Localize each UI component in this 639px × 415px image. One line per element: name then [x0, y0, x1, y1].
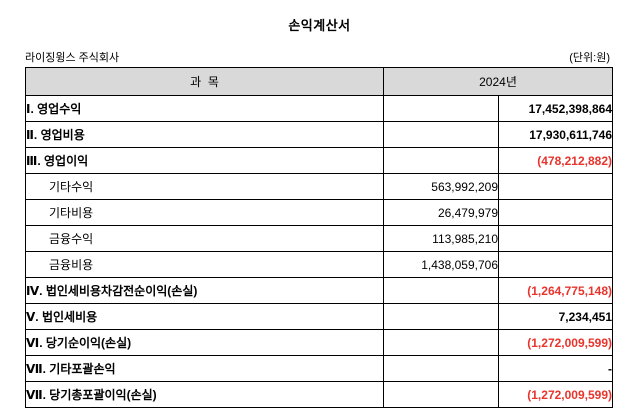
row-right-value-cell: (478,212,882) — [498, 147, 613, 174]
row-label-cell: Ⅶ. 당기총포괄이익(손실) — [25, 381, 384, 408]
row-label-cell: Ⅲ. 영업이익 — [25, 147, 384, 174]
row-mid-value-cell — [383, 95, 499, 122]
row-right-value-cell — [498, 225, 613, 252]
row-right-value-cell: 17,452,398,864 — [498, 95, 613, 122]
row-label-cell: 기타비용 — [25, 199, 384, 226]
row-label-cell: Ⅶ. 기타포괄손익 — [25, 355, 384, 382]
row-mid-value-cell: 1,438,059,706 — [383, 251, 499, 278]
row-label-cell: 금융수익 — [25, 225, 384, 252]
row-label-cell: 금융비용 — [25, 251, 384, 278]
row-right-value-cell: - — [498, 355, 613, 382]
company-name: 라이징윙스 주식회사 — [25, 52, 120, 64]
row-right-value-cell: 17,930,611,746 — [498, 121, 613, 148]
table-row: Ⅲ. 영업이익 (478,212,882) — [25, 147, 613, 174]
table-row: 기타비용 26,479,979 — [25, 199, 613, 226]
table-row: Ⅳ. 법인세비용차감전순이익(손실) (1,264,775,148) — [25, 277, 613, 304]
row-mid-value-cell — [383, 277, 499, 304]
row-label-cell: Ⅳ. 법인세비용차감전순이익(손실) — [25, 277, 384, 304]
table-row: Ⅶ. 기타포괄손익 - — [25, 355, 613, 382]
column-header-year: 2024년 — [383, 67, 613, 96]
row-mid-value-cell — [383, 329, 499, 356]
table-header-row: 과 목 2024년 — [25, 67, 613, 96]
row-right-value-cell — [498, 199, 613, 226]
table-row: 금융수익 113,985,210 — [25, 225, 613, 252]
row-right-value-cell: (1,264,775,148) — [498, 277, 613, 304]
row-mid-value-cell — [383, 303, 499, 330]
row-mid-value-cell: 563,992,209 — [383, 173, 499, 200]
row-right-value-cell — [498, 251, 613, 278]
meta-row: 라이징윙스 주식회사 (단위:원) — [25, 49, 610, 65]
row-label-cell: Ⅴ. 법인세비용 — [25, 303, 384, 330]
table-row: Ⅰ. 영업수익 17,452,398,864 — [25, 95, 613, 122]
row-label-cell: Ⅵ. 당기순이익(손실) — [25, 329, 384, 356]
row-right-value-cell: 7,234,451 — [498, 303, 613, 330]
row-right-value-cell: (1,272,009,599) — [498, 381, 613, 408]
row-label-cell: Ⅱ. 영업비용 — [25, 121, 384, 148]
unit-label: (단위:원) — [569, 52, 610, 64]
table-row: Ⅵ. 당기순이익(손실) (1,272,009,599) — [25, 329, 613, 356]
row-mid-value-cell: 113,985,210 — [383, 225, 499, 252]
row-mid-value-cell — [383, 381, 499, 408]
row-mid-value-cell — [383, 355, 499, 382]
table-row: 기타수익 563,992,209 — [25, 173, 613, 200]
row-label-cell: 기타수익 — [25, 173, 384, 200]
table-row: Ⅴ. 법인세비용 7,234,451 — [25, 303, 613, 330]
table-row: Ⅶ. 당기총포괄이익(손실) (1,272,009,599) — [25, 381, 613, 408]
income-statement-table: 과 목 2024년 Ⅰ. 영업수익 17,452,398,864 Ⅱ. 영업비용 17… — [25, 67, 613, 408]
row-mid-value-cell — [383, 121, 499, 148]
column-header-item: 과 목 — [25, 67, 384, 96]
table-row: Ⅱ. 영업비용 17,930,611,746 — [25, 121, 613, 148]
document-title: 손익계산서 — [288, 18, 351, 33]
table-row: 금융비용 1,438,059,706 — [25, 251, 613, 278]
row-mid-value-cell: 26,479,979 — [383, 199, 499, 226]
row-label-cell: Ⅰ. 영업수익 — [25, 95, 384, 122]
row-mid-value-cell — [383, 147, 499, 174]
row-right-value-cell: (1,272,009,599) — [498, 329, 613, 356]
row-right-value-cell — [498, 173, 613, 200]
